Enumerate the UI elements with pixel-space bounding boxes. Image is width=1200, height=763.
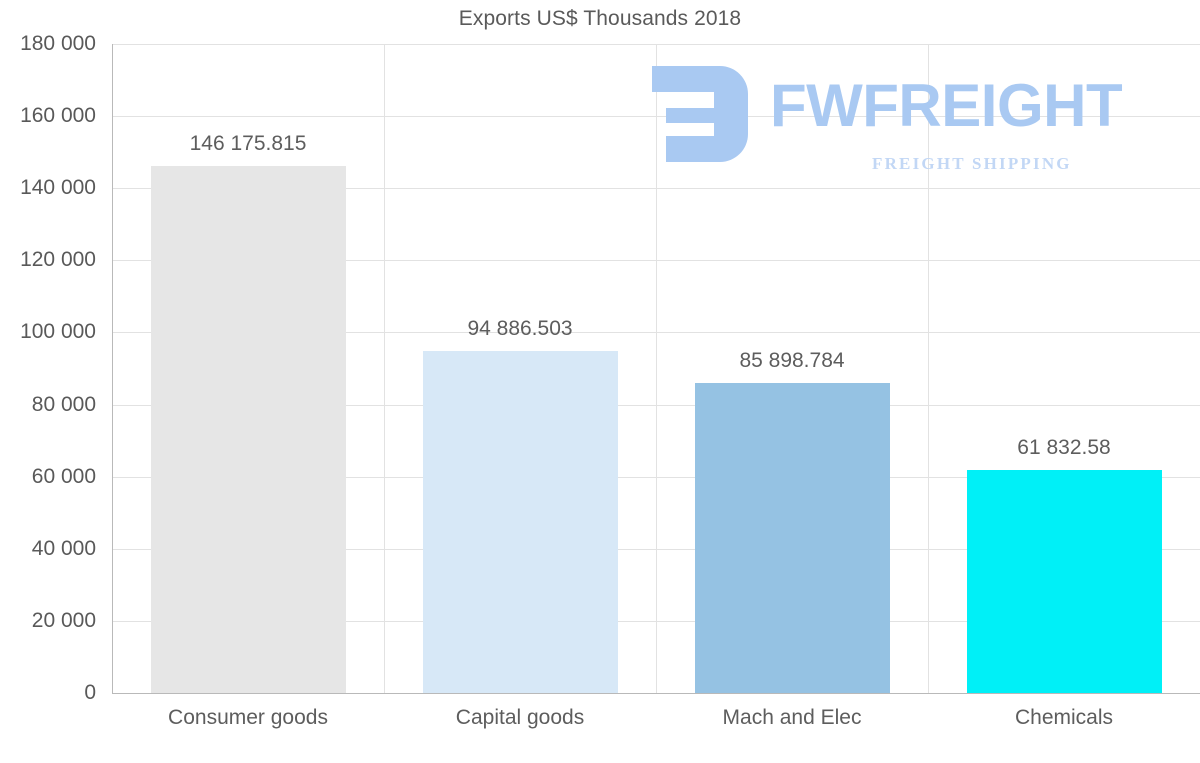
y-axis-tick-label: 180 000 <box>20 32 96 55</box>
gridline-vertical <box>928 44 929 693</box>
y-axis-tick-label: 140 000 <box>20 176 96 200</box>
y-axis-line <box>112 44 113 694</box>
bar-value-label: 85 898.784 <box>739 349 845 373</box>
y-axis-tick-label: 120 000 <box>20 248 96 272</box>
x-axis-category-label: Mach and Elec <box>722 706 862 729</box>
bar-value-label: 94 886.503 <box>467 316 573 340</box>
bar-value-label: 146 175.815 <box>189 131 307 155</box>
y-axis-tick-label: 0 <box>84 681 96 704</box>
bar-value-label: 61 832.58 <box>1017 436 1111 460</box>
gridline-vertical <box>656 44 657 693</box>
y-axis-tick-label: 80 000 <box>31 392 96 416</box>
y-axis-tick-label: 20 000 <box>31 608 96 632</box>
bar[interactable] <box>423 350 618 693</box>
bar[interactable] <box>967 470 1162 693</box>
y-axis-tick-label: 40 000 <box>31 536 96 560</box>
gridline-vertical <box>384 44 385 693</box>
y-axis-tick-label: 60 000 <box>31 464 96 488</box>
x-axis-category-label: Chemicals <box>1014 706 1114 729</box>
plot-area <box>112 44 1200 694</box>
y-axis-tick-label: 100 000 <box>20 320 96 344</box>
bar[interactable] <box>695 383 890 693</box>
chart-title: Exports US$ Thousands 2018 <box>458 7 742 30</box>
bar[interactable] <box>151 165 346 693</box>
x-axis-line <box>112 693 1200 694</box>
x-axis-category-label: Capital goods <box>455 706 585 729</box>
y-axis-tick-label: 160 000 <box>20 104 96 128</box>
x-axis-category-label: Consumer goods <box>168 706 328 729</box>
